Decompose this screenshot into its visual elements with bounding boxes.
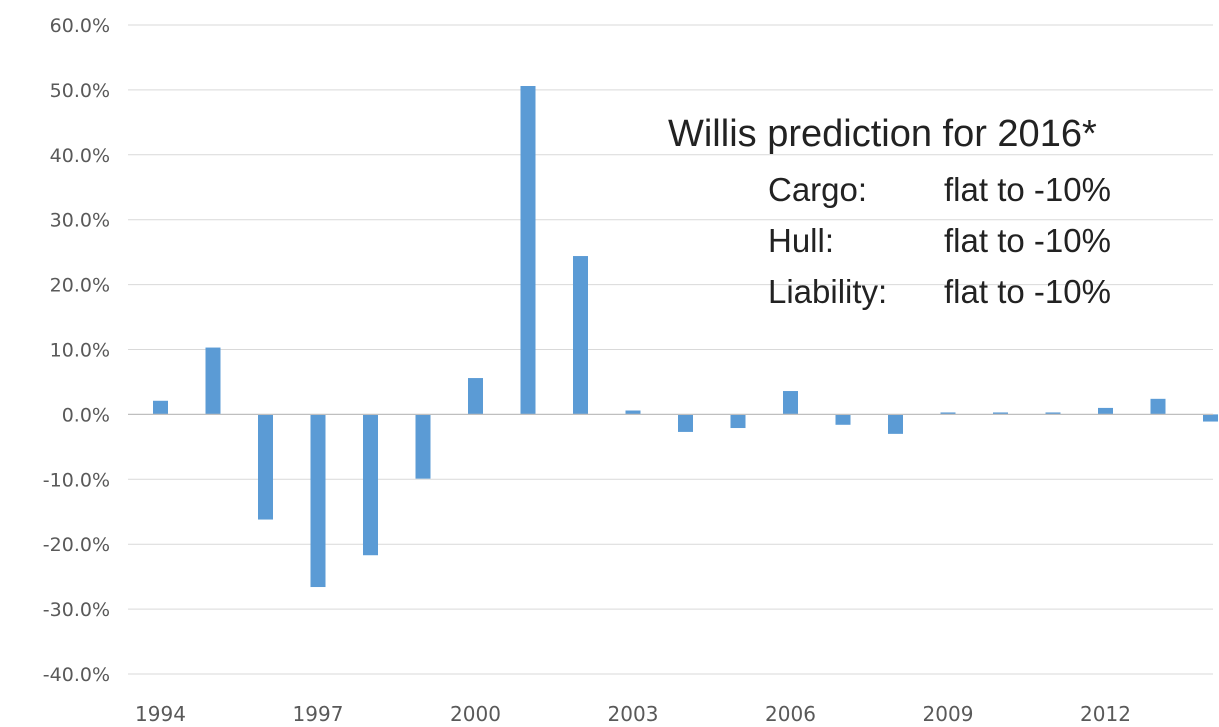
y-tick-label: 30.0% (50, 210, 110, 232)
x-axis-tick-labels: 1994 1997 2000 2003 2006 2009 2012 (135, 702, 1131, 726)
bar-1994 (153, 400, 168, 415)
bar-2008 (888, 414, 903, 434)
annotation-hull-value: flat to -10% (944, 222, 1111, 259)
bar-1998 (363, 414, 378, 556)
x-tick-label: 1994 (135, 702, 186, 726)
bars (153, 86, 1218, 588)
bar-2003 (625, 410, 641, 415)
y-axis-tick-labels: 60.0% 50.0% 40.0% 30.0% 20.0% 10.0% 0.0% -10.0%… (43, 15, 110, 686)
annotation-title: Willis prediction for 2016* (668, 113, 1097, 155)
y-tick-label: 40.0% (50, 145, 110, 167)
x-tick-label: 2012 (1080, 702, 1131, 726)
y-tick-label: -20.0% (43, 534, 110, 556)
gridlines (128, 24, 1213, 675)
y-tick-label: -10.0% (43, 469, 110, 491)
bar-1999 (415, 414, 431, 479)
bar-2013 (1150, 398, 1166, 415)
bar-2006 (783, 391, 798, 415)
bar-1997 (310, 414, 326, 588)
x-tick-label: 1997 (293, 702, 344, 726)
y-tick-label: 0.0% (62, 404, 110, 426)
bar-1996 (258, 414, 273, 520)
bar-2014 (1203, 414, 1218, 422)
annotation-hull-label: Hull: (768, 222, 834, 259)
y-tick-label: 20.0% (50, 275, 110, 297)
bar-2010 (993, 412, 1008, 415)
bar-2004 (678, 414, 693, 432)
x-tick-label: 2003 (608, 702, 659, 726)
annotation-liability-value: flat to -10% (944, 273, 1111, 310)
bar-2007 (835, 414, 851, 425)
bar-2001 (520, 86, 536, 415)
bar-2009 (940, 412, 956, 415)
bar-2002 (573, 256, 588, 415)
bar-2012 (1098, 407, 1113, 415)
bar-2005 (730, 414, 746, 429)
x-tick-label: 2009 (923, 702, 974, 726)
prediction-annotation: Willis prediction for 2016* Cargo: flat … (668, 113, 1111, 310)
annotation-liability-label: Liability: (768, 273, 887, 310)
x-tick-label: 2006 (765, 702, 816, 726)
y-tick-label: 60.0% (50, 15, 110, 37)
bar-2011 (1045, 412, 1061, 415)
y-tick-label: 10.0% (50, 340, 110, 362)
y-tick-label: 50.0% (50, 80, 110, 102)
bar-2000 (468, 378, 483, 415)
y-tick-label: -40.0% (43, 664, 110, 686)
annotation-cargo-value: flat to -10% (944, 171, 1111, 208)
x-tick-label: 2000 (450, 702, 501, 726)
y-tick-label: -30.0% (43, 599, 110, 621)
bar-1995 (205, 347, 221, 415)
annotation-cargo-label: Cargo: (768, 171, 867, 208)
